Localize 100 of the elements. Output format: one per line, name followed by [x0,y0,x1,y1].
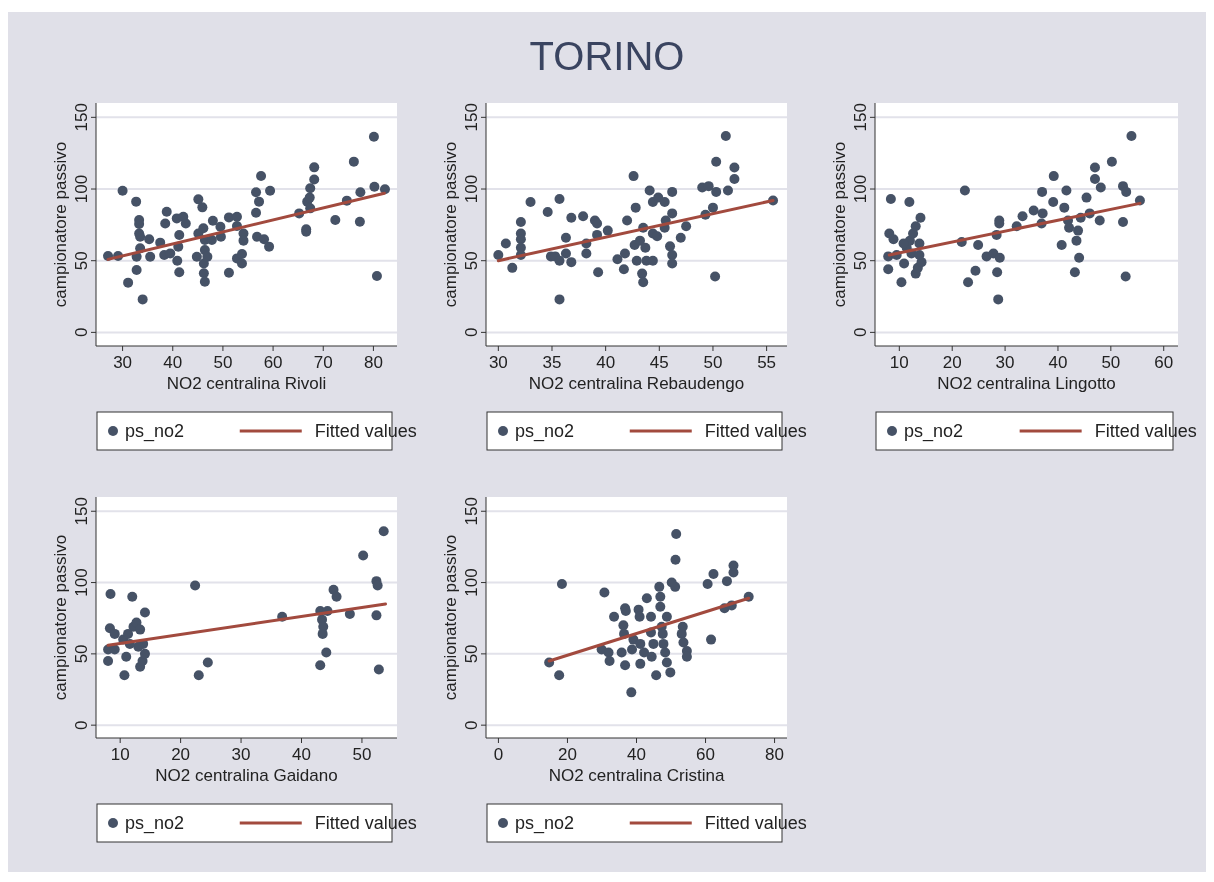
point [321,647,332,658]
y-tick-label: 100 [462,568,481,597]
x-tick-label: 0 [493,745,504,764]
point [635,638,646,649]
point [358,550,369,561]
y-tick-label: 100 [72,568,91,597]
y-tick-label: 0 [462,327,481,338]
text: TORINO [529,34,685,78]
point [706,634,717,645]
y-tick-label: 0 [72,720,91,730]
point [646,611,656,622]
x-tick-label: 40 [163,353,183,372]
point [634,611,645,622]
point [661,611,672,622]
x-tick-label: 30 [231,745,251,764]
point [133,641,144,652]
x-tick-label: 50 [1101,353,1121,372]
point [651,670,662,681]
x-tick-label: 40 [292,745,311,764]
point [676,628,687,639]
x-tick-label: 70 [313,353,333,372]
point [139,607,150,618]
point [639,647,650,658]
y-tick-label: 150 [72,497,91,526]
x-tick-label: 80 [765,745,785,764]
point [315,660,326,671]
point [123,628,134,639]
point [599,587,610,598]
y-tick-label: 0 [72,327,91,338]
point [721,576,732,587]
y-axis-title: campionatore passivo [51,534,70,701]
x-axis-title: NO2 centralina Gaidano [155,766,338,785]
point [604,655,615,666]
point [620,660,631,671]
legend-label: Fitted values [1094,421,1197,441]
point [135,624,146,635]
legend-label: Fitted values [314,813,417,833]
point [648,638,659,649]
point [665,667,676,678]
x-tick-label: 50 [352,745,372,764]
point [670,554,681,565]
point [626,687,637,698]
y-tick-label: 150 [72,103,91,132]
point [105,588,116,599]
x-tick-label: 60 [263,353,283,372]
point [127,591,138,602]
point [702,578,713,589]
point [109,628,120,639]
point [627,644,638,655]
point [202,657,213,668]
x-tick-label: 40 [596,353,616,372]
point [609,611,620,622]
point [331,591,342,602]
y-tick-label: 150 [462,497,481,526]
point [193,670,204,681]
y-axis-title: campionatore passivo [830,141,849,308]
point [371,610,382,621]
x-tick-label: 35 [542,353,562,372]
y-axis-title: campionatore passivo [441,141,460,308]
point [554,670,565,681]
x-tick-label: 80 [363,353,383,372]
x-tick-label: 10 [889,353,909,372]
point [655,591,666,602]
x-tick-label: 60 [696,745,715,764]
x-tick-label: 40 [1048,353,1068,372]
point [616,647,627,658]
point [661,657,672,668]
x-axis-title: NO2 centralina Cristina [548,766,725,785]
x-tick-label: 50 [703,353,723,372]
legend-label: Fitted values [314,421,417,441]
point [708,569,719,580]
y-tick-label: 150 [851,103,870,132]
y-tick-label: 50 [462,644,481,664]
point [646,651,657,662]
y-tick-label: 100 [462,174,481,204]
point [190,580,201,591]
y-tick-label: 50 [72,251,91,271]
x-tick-label: 20 [942,353,962,372]
x-tick-label: 30 [995,353,1015,372]
point [670,581,681,592]
x-tick-label: 45 [649,353,669,372]
point [655,601,666,612]
point [635,658,646,669]
legend-label: ps_no2 [904,421,964,442]
y-axis-title: campionatore passivo [51,141,70,308]
point [618,620,629,631]
x-tick-label: 40 [627,745,646,764]
y-tick-label: 100 [72,174,91,204]
y-axis-title: campionatore passivo [441,534,460,701]
point [121,651,132,662]
legend-label: ps_no2 [515,421,575,442]
x-tick-label: 30 [488,353,508,372]
point [373,664,384,675]
point [139,648,150,659]
legend-label: Fitted values [704,421,807,441]
point [660,647,671,658]
y-tick-label: 50 [462,251,481,271]
point [641,593,652,604]
point [658,638,669,649]
y-tick-label: 50 [72,644,91,664]
